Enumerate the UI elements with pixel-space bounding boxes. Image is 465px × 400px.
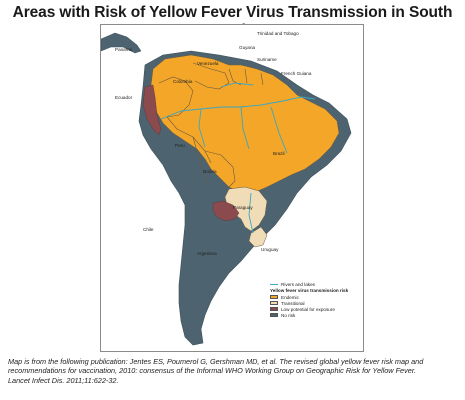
legend-item: Endemic	[270, 294, 360, 300]
label-ecuador: Ecuador	[115, 95, 133, 100]
legend-item: No risk	[270, 312, 360, 318]
caption-line: Lancet Infect Dis. 2011;11:622-32.	[8, 375, 119, 385]
legend-heading: Yellow fever virus transmission risk	[270, 288, 349, 293]
river-swatch	[270, 283, 278, 285]
legend-rivers-row: Rivers and lakes	[270, 281, 360, 287]
label-venezuela: Venezuela	[197, 61, 219, 66]
caption-line: recommendations for vaccination, 2010: c…	[8, 366, 417, 376]
label-argentina: Argentina	[197, 251, 217, 256]
legend-item-label: Endemic	[281, 294, 299, 300]
legend-item-label: Low potential for exposure	[281, 306, 335, 312]
label-guyana: Guyana	[239, 45, 256, 50]
label-brazil: Brazil	[273, 151, 285, 156]
no-risk-swatch	[270, 313, 278, 317]
legend-rivers-label: Rivers and lakes	[281, 281, 315, 287]
source-caption: Map is from the following publication: J…	[8, 357, 458, 385]
low-exposure-swatch	[270, 307, 278, 311]
legend-item-label: No risk	[281, 312, 296, 318]
label-colombia: Colombia	[173, 79, 193, 84]
label-chile: Chile	[143, 227, 154, 232]
transitional-swatch	[270, 301, 278, 305]
caption-line: Map is from the following publication: J…	[8, 357, 424, 366]
endemic-region	[150, 54, 340, 194]
label-peru: Peru	[175, 143, 185, 148]
label-uruguay: Uruguay	[261, 247, 279, 252]
label-french-guiana: French Guiana	[281, 71, 312, 76]
legend-item: Low potential for exposure	[270, 306, 360, 312]
endemic-swatch	[270, 295, 278, 299]
south-america-map: Trinidad and Tobago Panama Guyana Surina…	[101, 31, 352, 346]
low-exposure-paraguay	[212, 200, 240, 222]
map-panel: Trinidad and Tobago Panama Guyana Surina…	[100, 24, 364, 352]
transitional-uruguay-region	[248, 226, 268, 248]
label-paraguay: Paraguay	[233, 205, 253, 210]
label-trinidad: Trinidad and Tobago	[257, 31, 299, 36]
legend-item: Transitional	[270, 300, 360, 306]
label-suriname: Suriname	[257, 57, 277, 62]
central-america-region	[101, 32, 142, 54]
label-panama: Panama	[115, 47, 133, 52]
legend-item-label: Transitional	[281, 300, 305, 306]
low-exposure-ecuador-peru	[142, 84, 162, 136]
label-bolivia: Bolivia	[203, 169, 217, 174]
map-legend: Rivers and lakes Yellow fever virus tran…	[270, 281, 360, 318]
rivers	[160, 82, 316, 234]
